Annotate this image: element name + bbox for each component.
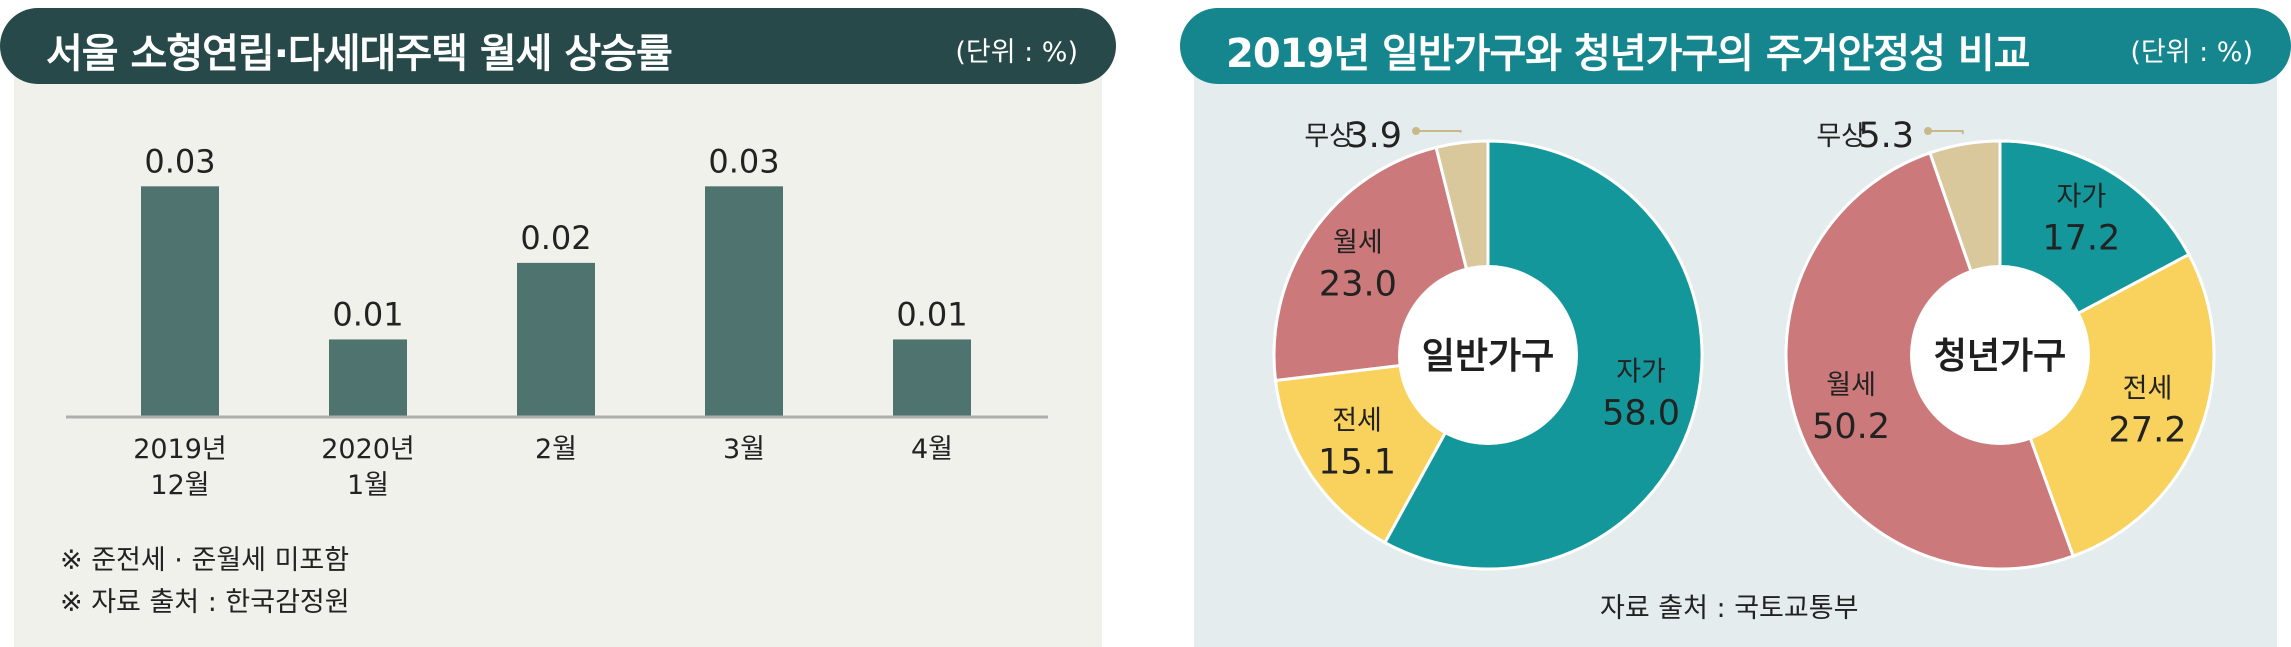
- note-source: ※ 자료 출처 : 한국감정원: [60, 587, 350, 618]
- general-slice-label-3: 무상: [1304, 121, 1354, 152]
- general-slice-label-2: 월세: [1333, 227, 1383, 258]
- category-label-0-1: 12월: [150, 470, 209, 501]
- bar-value-label-2: 0.02: [520, 219, 591, 257]
- donut-chart-title: 2019년 일반가구와 청년가구의 주거안정성 비교: [1226, 31, 2030, 77]
- youth-slice-value-0: 17.2: [2042, 219, 2120, 259]
- category-label-3-0: 3월: [723, 434, 765, 465]
- general-slice-value-1: 15.1: [1318, 442, 1396, 482]
- note-exclusion: ※ 준전세 · 준월세 미포함: [60, 545, 350, 576]
- general-center-label: 일반가구: [1422, 336, 1554, 377]
- category-label-4-0: 4월: [911, 434, 953, 465]
- donut-charts: 일반가구 자가58.0전세15.1월세23.0무상3.9청년가구자가17.2전세2…: [1272, 116, 2216, 571]
- youth-slice-label-0: 자가: [2057, 182, 2107, 213]
- general-slice-value-2: 23.0: [1319, 264, 1397, 304]
- bar-chart-title-bar: 서울 소형연립·다세대주택 월세 상승률 (단위 : %): [0, 8, 1116, 84]
- bar-4: [893, 339, 971, 416]
- general-slice-value-3: 3.9: [1346, 116, 1402, 156]
- donut-chart-unit: (단위 : %): [2130, 37, 2253, 68]
- bar-chart-unit: (단위 : %): [955, 37, 1078, 68]
- youth-slice-label-2: 월세: [1826, 370, 1876, 401]
- general-donut-hole: [1398, 265, 1578, 445]
- bar-value-label-4: 0.01: [896, 295, 967, 333]
- bar-chart-panel: 서울 소형연립·다세대주택 월세 상승률 (단위 : %) 0.03 2019년 1…: [0, 0, 1116, 647]
- youth-slice-label-3: 무상: [1816, 121, 1866, 152]
- youth-slice-value-2: 50.2: [1812, 407, 1890, 447]
- donut-chart-panel: 2019년 일반가구와 청년가구의 주거안정성 비교 (단위 : %) 일반가구…: [1180, 0, 2291, 647]
- category-label-1-0: 2020년: [321, 434, 415, 465]
- bar-1: [329, 339, 407, 416]
- bar-value-label-3: 0.03: [708, 142, 779, 180]
- bar-chart: 0.03 2019년 12월 0.01 2020년 1월 0.02 2월 0.03 3월 0.01 4…: [66, 142, 1048, 501]
- bar-chart-title: 서울 소형연립·다세대주택 월세 상승률: [46, 31, 673, 77]
- general-slice-label-1: 전세: [1332, 405, 1382, 436]
- donut-chart-title-bar: 2019년 일반가구와 청년가구의 주거안정성 비교 (단위 : %): [1180, 8, 2291, 84]
- youth-slice-value-3: 5.3: [1858, 116, 1914, 156]
- general-slice-label-0: 자가: [1616, 356, 1666, 387]
- youth-center-label: 청년가구: [1934, 336, 2066, 377]
- bar-3: [705, 186, 783, 416]
- bar-2: [517, 262, 595, 416]
- youth-donut-hole: [1910, 265, 2090, 445]
- youth-callout-line: [1928, 130, 1964, 135]
- youth-slice-label-1: 전세: [2123, 374, 2173, 405]
- bar-value-label-1: 0.01: [332, 295, 403, 333]
- category-label-1-1: 1월: [347, 470, 389, 501]
- general-callout-dot: [1412, 127, 1420, 135]
- youth-callout-dot: [1924, 127, 1932, 135]
- general-slice-value-0: 58.0: [1602, 393, 1680, 433]
- general-callout-line: [1416, 130, 1462, 133]
- youth-slice-value-1: 27.2: [2109, 411, 2187, 451]
- category-label-2-0: 2월: [535, 434, 577, 465]
- bar-chart-notes: ※ 준전세 · 준월세 미포함 ※ 자료 출처 : 한국감정원: [60, 540, 350, 624]
- bar-0: [141, 186, 219, 416]
- donut-chart-source: 자료 출처 : 국토교통부: [1600, 593, 1859, 624]
- category-label-0-0: 2019년: [133, 434, 227, 465]
- bar-value-label-0: 0.03: [144, 142, 215, 180]
